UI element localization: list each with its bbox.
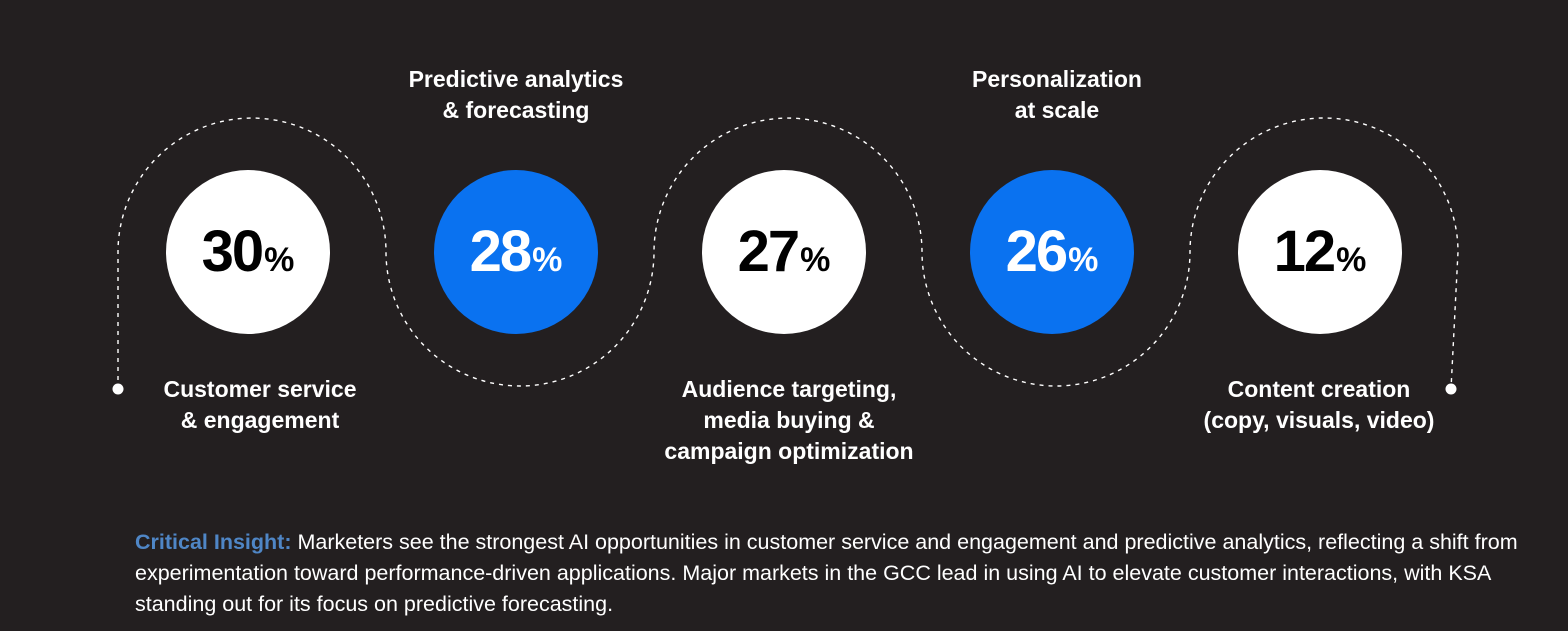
label-line: Personalization (972, 66, 1142, 92)
dotted-connector-path (112, 117, 1459, 395)
label-line: & engagement (180, 407, 340, 433)
stat-value: 12 (1273, 219, 1336, 284)
percent-sign: % (800, 241, 831, 279)
insight-text: Marketers see the strongest AI opportuni… (135, 529, 1518, 616)
label-audience-targeting: Audience targeting, media buying & campa… (639, 374, 939, 467)
percent-sign: % (532, 241, 563, 279)
label-customer-service: Customer service & engagement (110, 374, 410, 436)
stat-circle-customer-service: 30 % (166, 170, 330, 334)
label-line: Audience targeting, (681, 376, 897, 402)
stat-value: 27 (737, 219, 800, 284)
dotted-wave-line (117, 117, 1459, 390)
label-line: (copy, visuals, video) (1203, 407, 1435, 433)
label-line: Customer service (163, 376, 357, 402)
label-predictive-analytics: Predictive analytics & forecasting (366, 64, 666, 126)
label-line: campaign optimization (664, 438, 914, 464)
stat-value: 26 (1005, 219, 1068, 284)
label-line: Predictive analytics (408, 66, 624, 92)
label-line: & forecasting (442, 97, 590, 123)
percent-sign: % (1336, 241, 1367, 279)
label-line: Content creation (1227, 376, 1411, 402)
label-content-creation: Content creation (copy, visuals, video) (1169, 374, 1469, 436)
path-start-dot (112, 383, 124, 395)
stat-circle-predictive-analytics: 28 % (434, 170, 598, 334)
critical-insight-paragraph: Critical Insight: Marketers see the stro… (135, 527, 1525, 620)
stat-value: 28 (469, 219, 532, 284)
path-end-dot (1445, 383, 1457, 395)
stat-circle-personalization: 26 % (970, 170, 1134, 334)
percent-sign: % (264, 241, 295, 279)
percent-sign: % (1068, 241, 1099, 279)
stat-value: 30 (201, 219, 264, 284)
insight-lead: Critical Insight: (135, 529, 292, 554)
stat-circle-content-creation: 12 % (1238, 170, 1402, 334)
label-line: at scale (1014, 97, 1100, 123)
label-personalization: Personalization at scale (907, 64, 1207, 126)
stat-circle-audience-targeting: 27 % (702, 170, 866, 334)
label-line: media buying & (703, 407, 875, 433)
